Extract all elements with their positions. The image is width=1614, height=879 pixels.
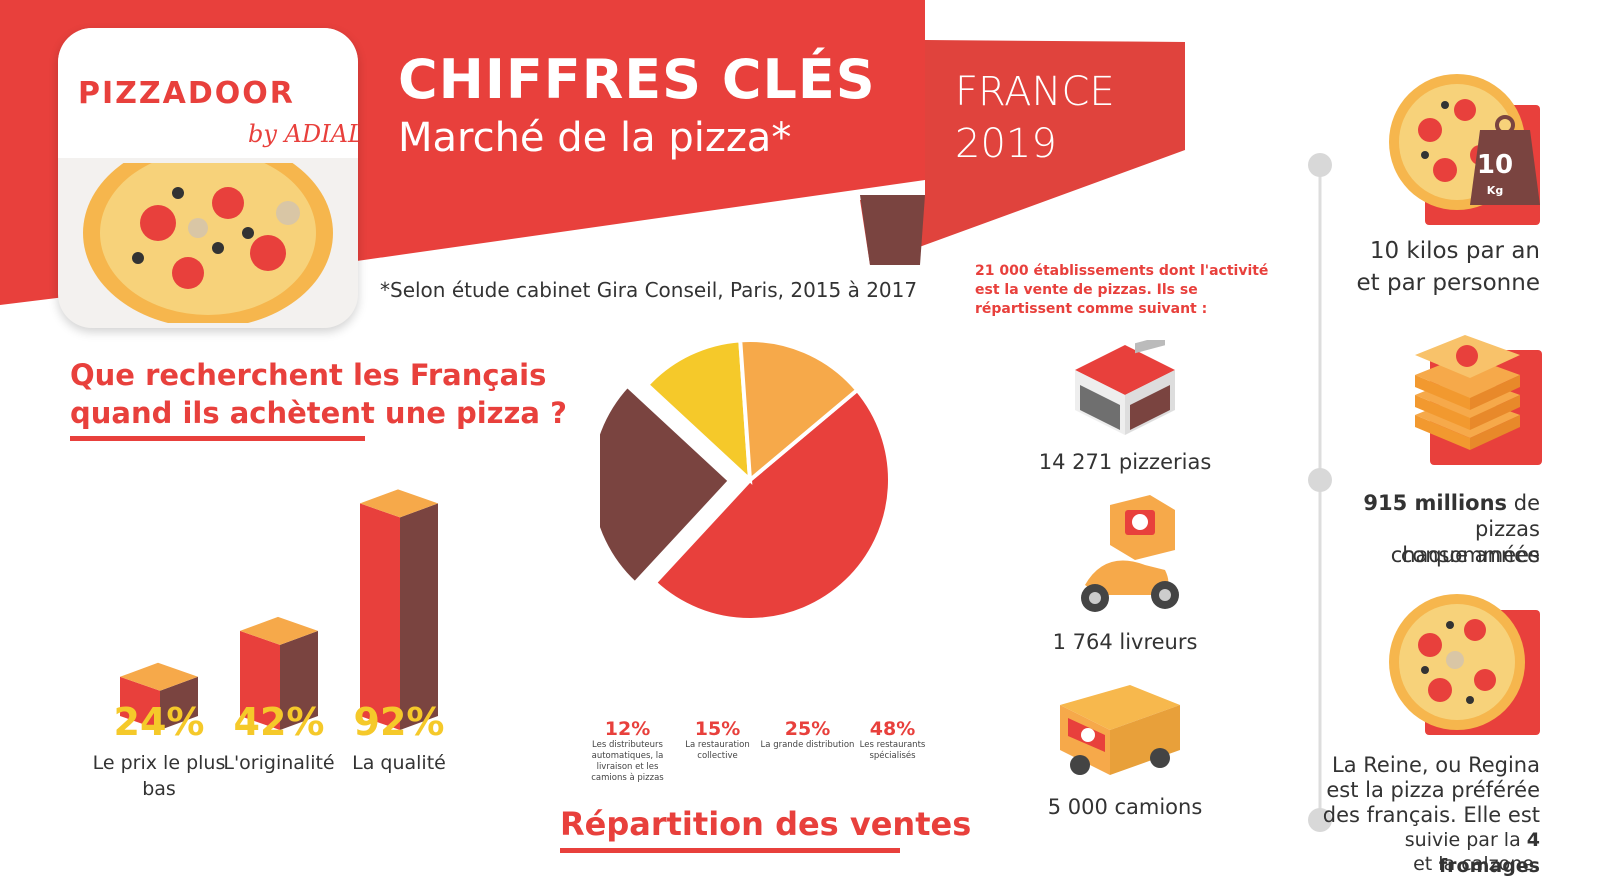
millions-line3: chaque année: [1390, 543, 1540, 567]
pizza-icon: [83, 163, 333, 323]
bar-category-label: La qualité: [352, 752, 446, 774]
survey-heading-line2: quand ils achètent une pizza ?: [70, 396, 567, 430]
pizzeria-icon: [1075, 340, 1175, 435]
pie-legend-pct: 48%: [869, 718, 916, 740]
reine-line1: La Reine, ou Regina: [1332, 753, 1540, 777]
banner-fold: [860, 195, 925, 265]
page-subtitle: Marché de la pizza*: [398, 115, 792, 161]
reine-line5: et la calzone.: [1413, 853, 1540, 875]
bar: [120, 662, 198, 730]
regina-pizza-icon: [1389, 594, 1540, 735]
reine-line4: suivie par la 4 fromages: [1300, 827, 1540, 879]
pie-legend-item: 12% Les distributeurs automatiques, la li…: [580, 718, 675, 784]
pie-underline: [560, 848, 900, 853]
pie-legend-pct: 12%: [604, 718, 651, 740]
pizza-boxes-icon: [1415, 335, 1542, 465]
pie-legend-pct: 25%: [784, 718, 831, 740]
survey-heading-line1: Que recherchent les Français: [70, 358, 547, 392]
truck-icon: [1060, 685, 1180, 775]
reine-line4-b: 4 fromages: [1438, 829, 1540, 877]
reine-line4-a: suivie par la: [1404, 829, 1527, 851]
logo-text: PIZZADOOR: [78, 76, 295, 111]
bar-value-label: 42%: [233, 700, 325, 744]
bar: [360, 489, 438, 730]
pie-slice: [600, 382, 733, 587]
kilos-line2: et par personne: [1356, 270, 1540, 296]
timeline-dot: [1308, 468, 1332, 492]
pizza-weight-icon: [1389, 74, 1540, 225]
bar-value-label: 24%: [113, 700, 205, 744]
millions-rest: de: [1507, 491, 1540, 515]
bar-chart: [120, 489, 438, 730]
reine-line2: est la pizza préférée: [1326, 778, 1540, 802]
bar-category-label: L'originalité: [223, 752, 335, 774]
pie-legend-desc: Les distributeurs automatiques, la livra…: [591, 740, 664, 783]
pie-legend-desc: Les restaurants spécialisés: [859, 740, 926, 761]
pie-chart: [600, 338, 892, 622]
reine-line3: des français. Elle est: [1322, 803, 1540, 827]
pie-slice: [738, 338, 861, 485]
kilos-line1: 10 kilos par an: [1369, 238, 1540, 264]
pie-legend-desc: La restauration collective: [685, 740, 750, 761]
pie-legend-item: 15% La restauration collective: [670, 718, 765, 762]
establishments-intro: 21 000 établissements dont l'activité es…: [975, 263, 1269, 317]
livreurs-label: 1 764 livreurs: [1052, 630, 1198, 654]
country-label: FRANCE: [955, 69, 1115, 115]
millions-line2: pizzas consommées: [1400, 517, 1540, 567]
pie-legend-item: 25% La grande distribution: [760, 718, 855, 751]
pie-heading: Répartition des ventes: [560, 805, 972, 843]
millions-line1: 915 millions de: [1340, 490, 1540, 516]
pie-slice: [644, 338, 753, 485]
millions-bold: 915 millions: [1363, 491, 1508, 515]
scooter-icon: [1081, 495, 1179, 612]
pie-slice: [652, 387, 892, 622]
weight-badge: 10: [1476, 150, 1514, 180]
page-title: CHIFFRES CLÉS: [398, 48, 876, 111]
pie-legend-item: 48% Les restaurants spécialisés: [845, 718, 940, 762]
pizzerias-label: 14 271 pizzerias: [1038, 450, 1212, 474]
timeline-dot: [1308, 153, 1332, 177]
pie-legend-pct: 15%: [694, 718, 741, 740]
survey-underline: [70, 436, 365, 441]
logo-subtext: by ADIAL: [248, 120, 358, 148]
source-footnote: *Selon étude cabinet Gira Conseil, Paris…: [380, 278, 918, 302]
year-label: 2019: [955, 121, 1057, 167]
logo-box: PIZZADOOR by ADIAL: [58, 28, 358, 328]
camions-label: 5 000 camions: [1047, 795, 1203, 819]
bar-category-label: Le prix le plus bas: [92, 752, 226, 800]
bar: [240, 616, 318, 730]
weight-unit: Kg: [1486, 184, 1504, 197]
bar-value-label: 92%: [353, 700, 445, 744]
pie-legend-desc: La grande distribution: [760, 740, 855, 750]
pie-legend: 12% Les distributeurs automatiques, la li…: [580, 718, 960, 798]
